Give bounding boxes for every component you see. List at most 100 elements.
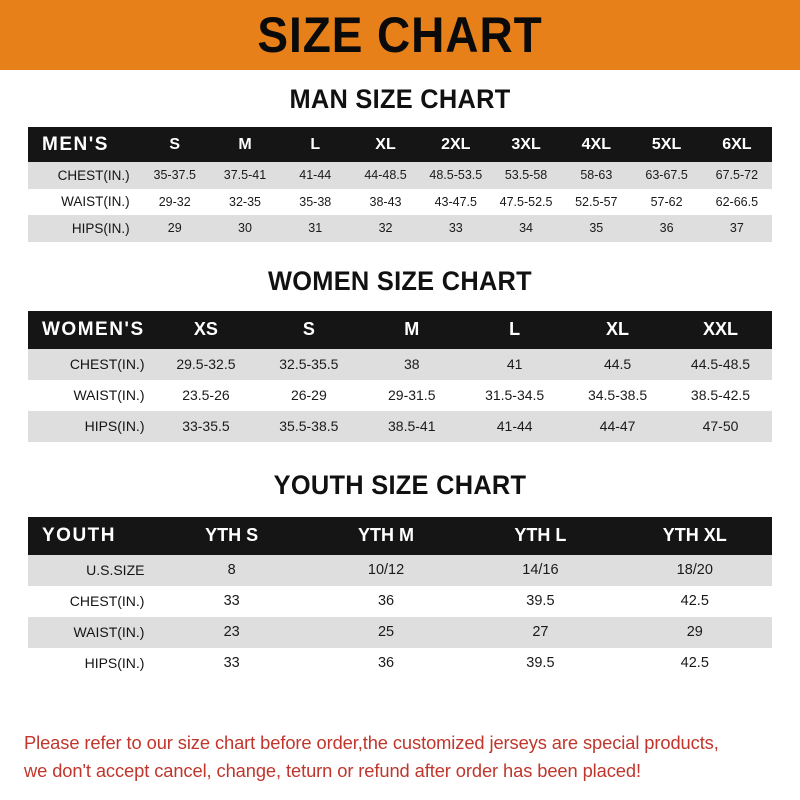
table-cell: 35	[589, 221, 604, 236]
table-row: HIPS(IN.) 33-35.5 35.5-38.5 38.5-41 41-44 44-…	[28, 410, 772, 442]
women-row-label: CHEST(IN.)	[69, 356, 145, 372]
table-cell: 37	[729, 221, 744, 236]
table-cell: 44-48.5	[364, 168, 407, 183]
women-size-header-l: L	[509, 319, 521, 339]
youth-section: YOUTH SIZE CHART YOUTH YTH S YTH M YTH L YTH…	[0, 442, 800, 679]
table-cell: 30	[238, 221, 252, 236]
table-cell: 35-38	[299, 194, 332, 209]
youth-size-table: YOUTH YTH S YTH M YTH L YTH XL U.S.SIZE 8 10/1…	[28, 516, 772, 679]
table-cell: 52.5-57	[575, 194, 618, 209]
table-cell: 42.5	[680, 593, 709, 609]
table-cell: 10/12	[367, 562, 405, 578]
table-cell: 42.5	[680, 655, 709, 671]
table-cell: 33	[223, 655, 240, 671]
men-size-header-6xl: 6XL	[722, 135, 752, 153]
table-cell: 38-43	[369, 194, 402, 209]
table-row: CHEST(IN.) 33 36 39.5 42.5	[28, 585, 772, 617]
youth-row-label: CHEST(IN.)	[69, 593, 145, 609]
table-cell: 33	[448, 221, 463, 236]
table-cell: 23	[223, 624, 240, 640]
table-cell: 26-29	[290, 387, 327, 403]
men-row-label: HIPS(IN.)	[71, 220, 130, 236]
men-header-row: MEN'S S M L XL 2XL 3XL 4XL 5XL 6XL	[28, 127, 772, 162]
men-table-head: MEN'S S M L XL 2XL 3XL 4XL 5XL 6XL	[28, 127, 772, 162]
women-row-label-header: WOMEN'S	[42, 318, 145, 340]
youth-size-header-yth-m: YTH M	[358, 525, 415, 545]
women-table-body: CHEST(IN.) 29.5-32.5 32.5-35.5 38 41 44.5 44.5…	[28, 348, 772, 442]
table-cell: 41-44	[299, 168, 332, 183]
table-cell: 37.5-41	[223, 168, 267, 183]
table-cell: 29	[686, 624, 703, 640]
table-cell: 14/16	[522, 562, 559, 578]
table-row: HIPS(IN.) 33 36 39.5 42.5	[28, 647, 772, 679]
table-cell: 34	[519, 221, 533, 236]
footer-line-2: we don't accept cancel, change, teturn o…	[24, 760, 641, 782]
men-size-header-s: S	[169, 135, 181, 153]
women-size-header-m: M	[404, 319, 420, 339]
women-header-row: WOMEN'S XS S M L XL XXL	[28, 310, 772, 349]
men-table-body: CHEST(IN.) 35-37.5 37.5-41 41-44 44-48.5 48.5…	[28, 162, 772, 242]
women-section-title: WOMEN SIZE CHART	[268, 265, 532, 296]
men-row-label-header: MEN'S	[42, 133, 109, 155]
youth-table-body: U.S.SIZE 8 10/12 14/16 18/20 CHEST(IN.) 33 36 39…	[28, 554, 772, 679]
table-cell: 41	[506, 356, 523, 372]
table-row: CHEST(IN.) 35-37.5 37.5-41 41-44 44-48.5 48.5…	[28, 162, 772, 189]
men-row-label: CHEST(IN.)	[57, 167, 130, 183]
table-cell: 35.5-38.5	[279, 418, 339, 434]
youth-row-label: HIPS(IN.)	[84, 655, 145, 671]
table-cell: 47.5-52.5	[499, 194, 553, 209]
men-size-header-4xl: 4XL	[581, 135, 611, 153]
women-row-label: HIPS(IN.)	[84, 418, 145, 434]
table-cell: 41-44	[496, 418, 533, 434]
table-cell: 39.5	[526, 655, 555, 671]
table-cell: 27	[532, 624, 549, 640]
women-size-header-xxl: XXL	[703, 319, 739, 339]
table-cell: 29	[167, 221, 182, 236]
footer-line-1: Please refer to our size chart before or…	[24, 731, 719, 753]
women-row-label: WAIST(IN.)	[73, 387, 145, 403]
men-size-header-3xl: 3XL	[511, 135, 541, 153]
youth-table-head: YOUTH YTH S YTH M YTH L YTH XL	[28, 516, 772, 555]
youth-section-title: YOUTH SIZE CHART	[273, 469, 527, 500]
women-size-header-xl: XL	[606, 319, 630, 339]
table-cell: 34.5-38.5	[587, 387, 648, 403]
table-row: HIPS(IN.) 29 30 31 32 33 34 35 36 37	[28, 215, 772, 242]
table-cell: 53.5-58	[504, 168, 548, 183]
women-size-header-xs: XS	[193, 319, 218, 339]
table-row: WAIST(IN.) 23.5-26 26-29 29-31.5 31.5-34.5 34…	[28, 379, 772, 411]
table-row: WAIST(IN.) 29-32 32-35 35-38 38-43 43-47.5 47.…	[28, 188, 772, 215]
table-cell: 33	[223, 593, 240, 609]
table-cell: 47-50	[702, 418, 739, 434]
table-cell: 38.5-42.5	[690, 387, 751, 403]
table-row: U.S.SIZE 8 10/12 14/16 18/20	[28, 554, 772, 586]
table-cell: 25	[377, 624, 395, 640]
table-cell: 48.5-53.5	[429, 168, 483, 183]
table-cell: 36	[377, 655, 395, 671]
table-cell: 44.5	[603, 356, 632, 372]
youth-size-header-yth-l: YTH L	[514, 525, 567, 545]
men-section-title: MAN SIZE CHART	[289, 84, 511, 114]
table-cell: 38.5-41	[388, 418, 436, 434]
men-row-label: WAIST(IN.)	[61, 194, 130, 210]
men-size-header-xl: XL	[375, 135, 396, 153]
men-size-header-l: L	[310, 135, 321, 153]
women-table-head: WOMEN'S XS S M L XL XXL	[28, 310, 772, 349]
table-cell: 23.5-26	[182, 387, 230, 403]
table-cell: 31	[308, 221, 323, 236]
footer-disclaimer: Please refer to our size chart before or…	[0, 729, 800, 800]
men-size-header-m: M	[238, 135, 252, 153]
table-cell: 38	[403, 356, 420, 372]
table-cell: 29.5-32.5	[176, 356, 236, 372]
youth-size-header-yth-s: YTH S	[205, 525, 259, 545]
page-banner: SIZE CHART	[0, 0, 800, 70]
men-size-header-2xl: 2XL	[441, 135, 471, 153]
women-size-table: WOMEN'S XS S M L XL XXL CHEST(IN.) 29.5-32.5 32.…	[28, 310, 772, 442]
table-cell: 33-35.5	[182, 418, 230, 434]
table-row: WAIST(IN.) 23 25 27 29	[28, 616, 772, 648]
youth-row-label: U.S.SIZE	[86, 562, 145, 578]
page-title: SIZE CHART	[257, 7, 543, 63]
table-cell: 62-66.5	[715, 194, 759, 209]
men-size-table: MEN'S S M L XL 2XL 3XL 4XL 5XL 6XL CHEST(IN.) 35-3…	[28, 127, 772, 242]
table-cell: 44-47	[599, 418, 636, 434]
